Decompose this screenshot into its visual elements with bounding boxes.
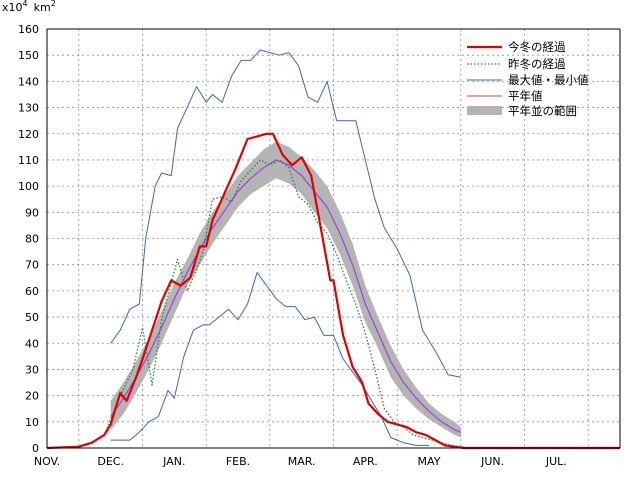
y-tick-label: 10 <box>25 416 39 429</box>
y-tick-label: 30 <box>25 363 39 376</box>
y-tick-labels: 0 10 20 30 40 50 60 70 80 90 100 110 120 130 140 150 160 <box>18 23 39 455</box>
y-unit-km: km <box>34 1 51 14</box>
x-tick-label: DEC. <box>97 455 124 468</box>
legend-label-current: 今冬の経過 <box>508 40 566 54</box>
y-tick-label: 110 <box>18 154 39 167</box>
series-average-line <box>110 159 462 433</box>
series-current-line <box>46 132 620 450</box>
y-unit-exp: 4 <box>23 0 28 8</box>
y-tick-label: 40 <box>25 337 39 350</box>
y-tick-label: 150 <box>18 49 39 62</box>
series-min-line <box>110 272 429 446</box>
y-tick-label: 160 <box>18 23 39 36</box>
y-unit-base: x10 <box>2 1 23 14</box>
y-tick-label: 60 <box>25 285 39 298</box>
y-tick-label: 70 <box>25 259 39 272</box>
y-tick-label: 100 <box>18 180 39 193</box>
series-max-line <box>110 49 461 378</box>
y-tick-label: 140 <box>18 75 39 88</box>
legend: 今冬の経過 昨冬の経過 最大値・最小値 平年値 平年並の範囲 <box>467 40 589 118</box>
x-tick-label: APR. <box>353 455 378 468</box>
y-tick-label: 90 <box>25 206 39 219</box>
legend-label-last-year: 昨冬の経過 <box>508 57 566 71</box>
y-unit-label: x104 km2 <box>2 0 56 14</box>
legend-label-extremes: 最大値・最小値 <box>508 73 589 87</box>
x-tick-label: MAY <box>418 455 441 468</box>
series-layer <box>46 49 620 450</box>
x-tick-labels: NOV. DEC. JAN. FEB. MAR. APR. MAY JUN. JUL. <box>34 455 567 468</box>
x-tick-label: JUL. <box>545 455 567 468</box>
y-tick-label: 50 <box>25 311 39 324</box>
x-tick-label: NOV. <box>34 455 60 468</box>
y-tick-label: 120 <box>18 128 39 141</box>
x-tick-label: JAN. <box>162 455 185 468</box>
y-tick-label: 20 <box>25 390 39 403</box>
y-tick-label: 130 <box>18 102 39 115</box>
series-last-year-line <box>103 159 471 449</box>
x-tick-label: JUN. <box>480 455 504 468</box>
y-tick-label: 80 <box>25 233 39 246</box>
y-tick-label: 0 <box>32 442 39 455</box>
axis-layer <box>46 28 621 449</box>
x-tick-label: MAR. <box>288 455 316 468</box>
legend-label-normal-range: 平年並の範囲 <box>508 104 577 118</box>
legend-swatch-normal-range <box>467 106 502 115</box>
x-tick-label: FEB. <box>226 455 250 468</box>
y-unit-km-exp: 2 <box>51 0 56 8</box>
legend-label-average: 平年値 <box>508 89 543 103</box>
